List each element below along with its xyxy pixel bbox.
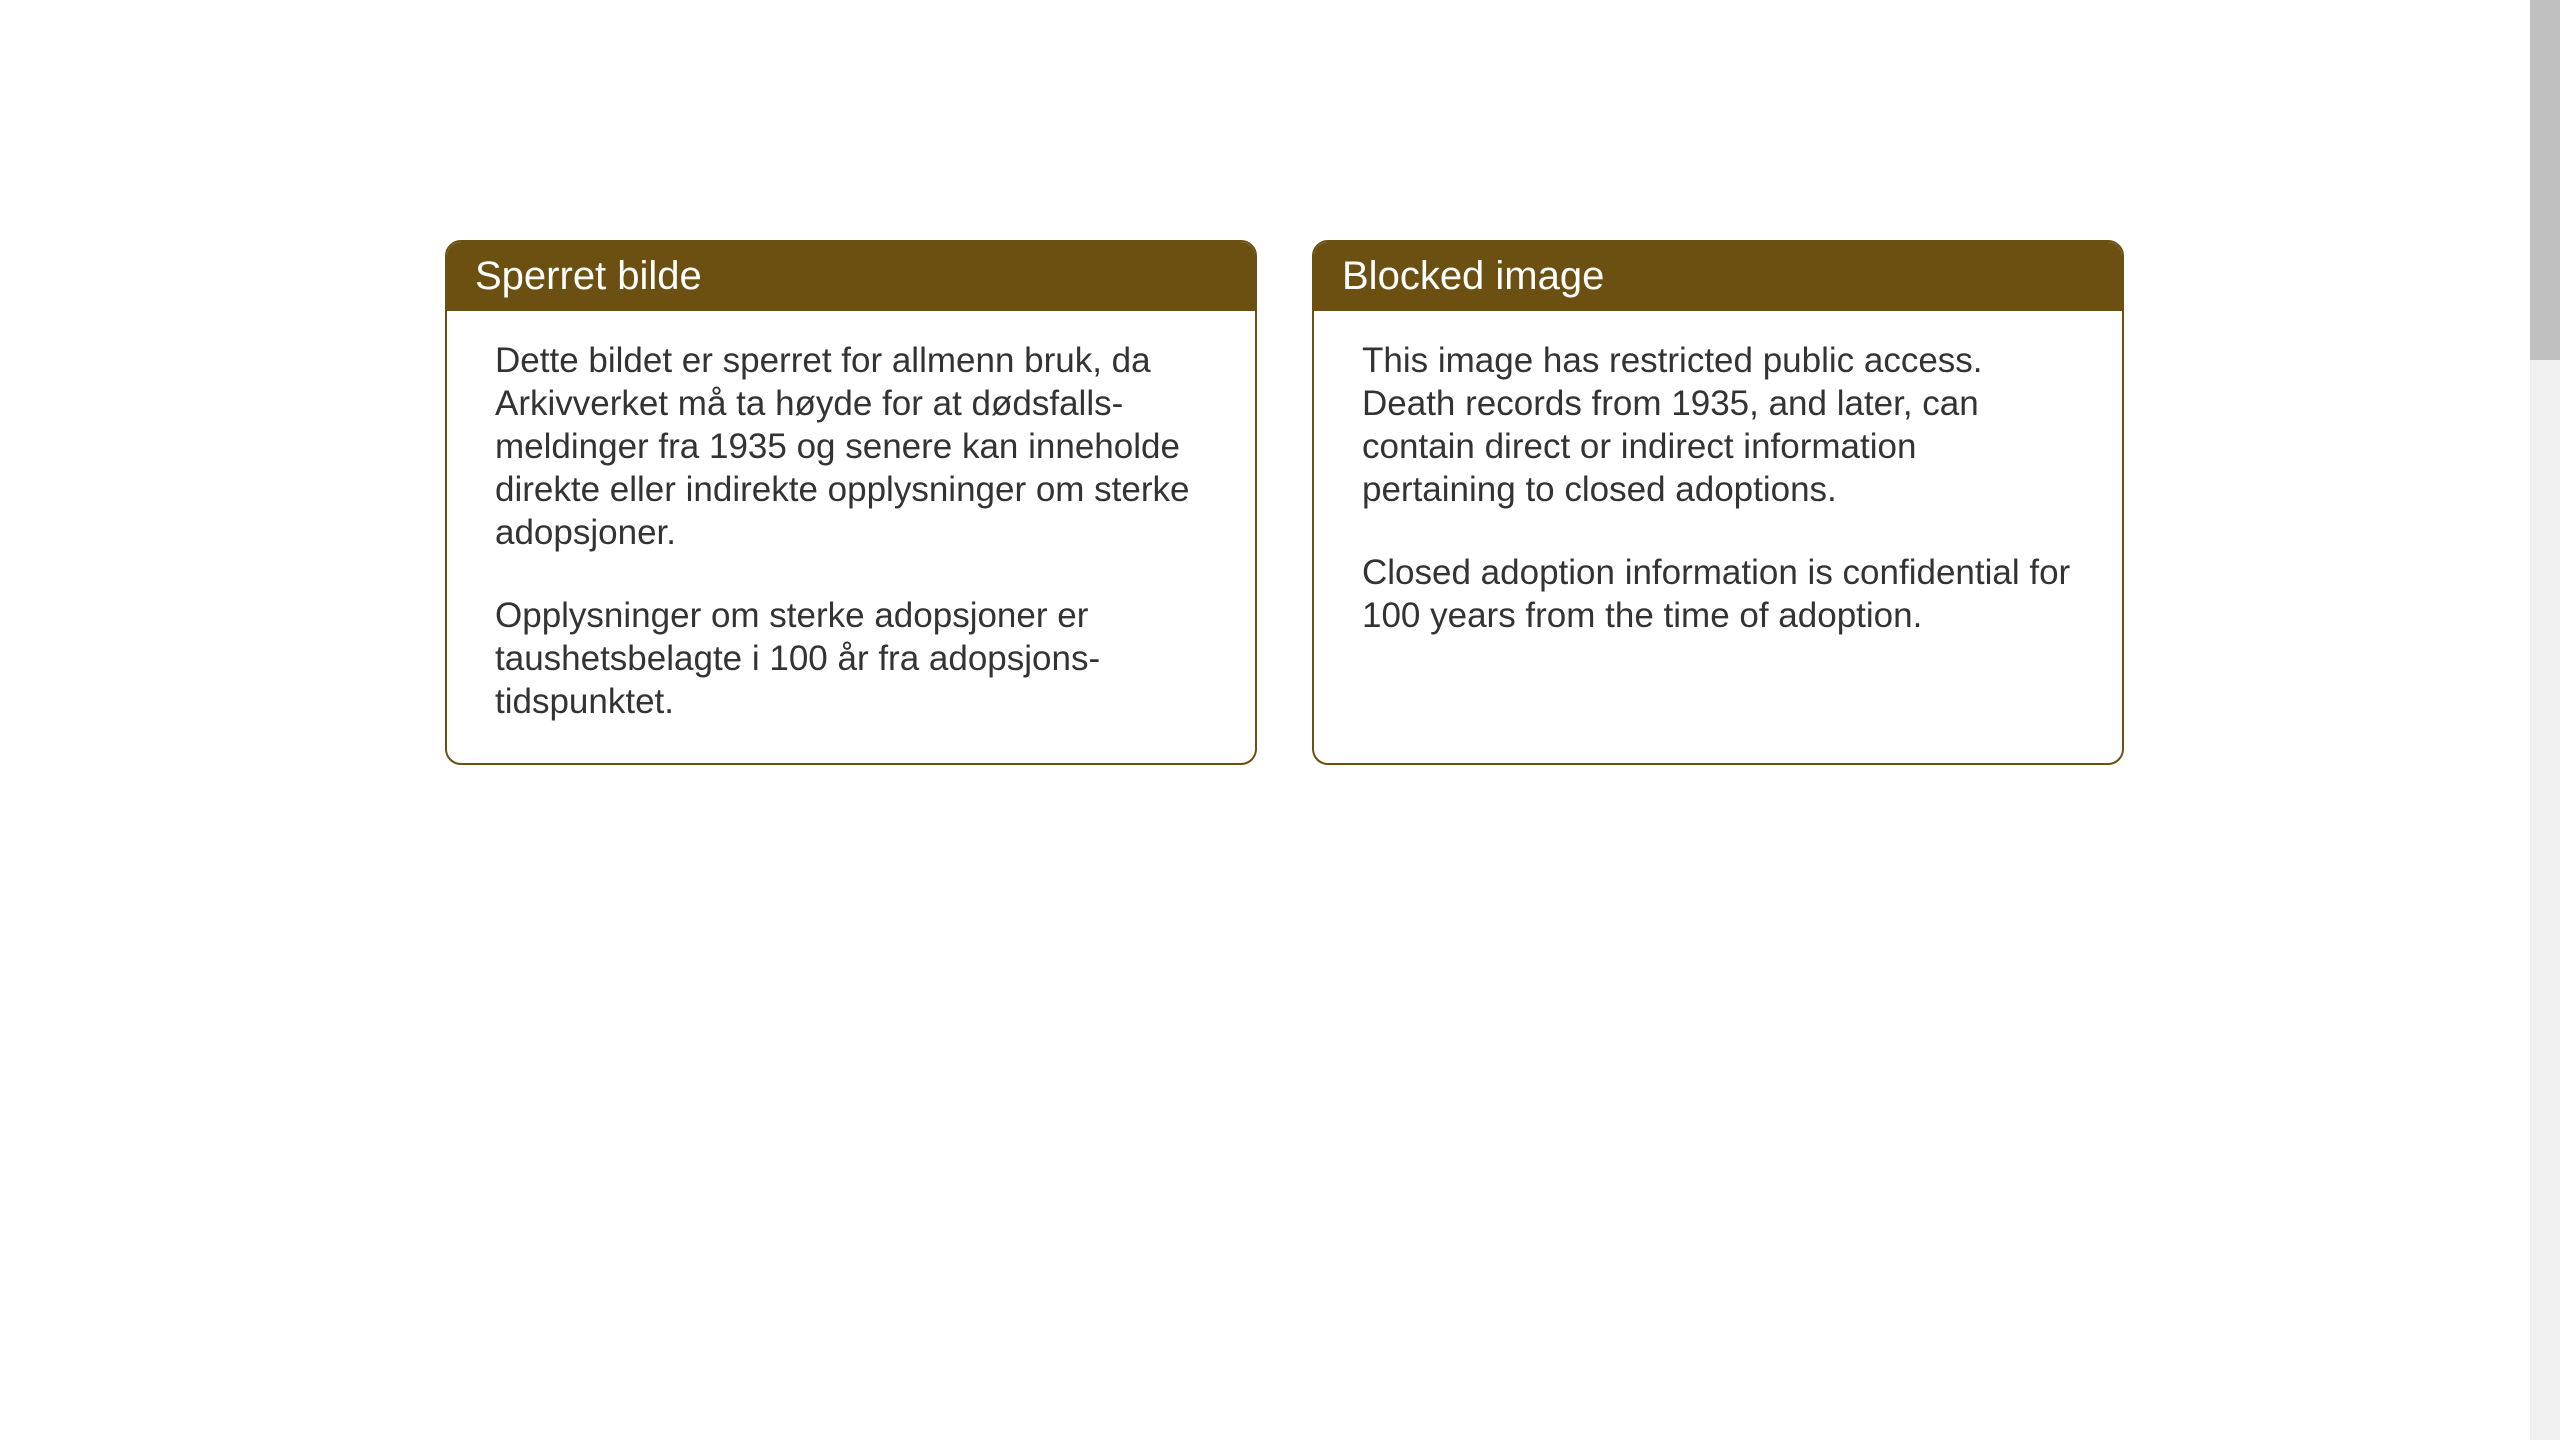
english-card-title: Blocked image (1314, 242, 2122, 311)
notice-container: Sperret bilde Dette bildet er sperret fo… (445, 240, 2124, 765)
norwegian-card-body: Dette bildet er sperret for allmenn bruk… (447, 311, 1255, 763)
norwegian-notice-card: Sperret bilde Dette bildet er sperret fo… (445, 240, 1257, 765)
norwegian-paragraph-1: Dette bildet er sperret for allmenn bruk… (495, 339, 1207, 554)
norwegian-paragraph-2: Opplysninger om sterke adopsjoner er tau… (495, 594, 1207, 723)
english-paragraph-1: This image has restricted public access.… (1362, 339, 2074, 511)
english-card-body: This image has restricted public access.… (1314, 311, 2122, 677)
vertical-scrollbar-thumb[interactable] (2530, 0, 2560, 360)
norwegian-card-title: Sperret bilde (447, 242, 1255, 311)
vertical-scrollbar-track[interactable] (2530, 0, 2560, 1440)
english-paragraph-2: Closed adoption information is confident… (1362, 551, 2074, 637)
english-notice-card: Blocked image This image has restricted … (1312, 240, 2124, 765)
